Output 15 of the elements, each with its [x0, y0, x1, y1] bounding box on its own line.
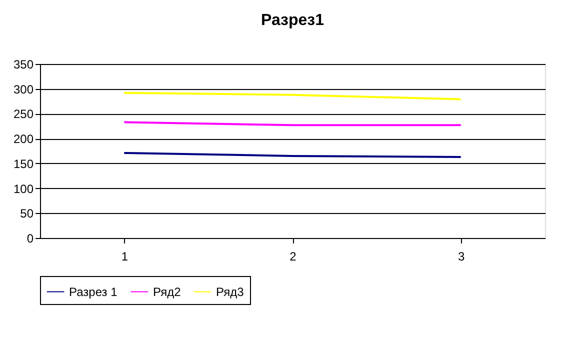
- y-tick-label: 200: [13, 132, 34, 146]
- y-tick-label: 0: [26, 232, 34, 246]
- x-tick-label: 1: [121, 250, 128, 264]
- y-tick-label: 50: [20, 206, 34, 221]
- y-tick-label: 150: [13, 156, 34, 171]
- y-tick-label: 300: [13, 82, 34, 96]
- x-tick-label: 3: [458, 250, 465, 264]
- legend-label: Ряд3: [216, 284, 244, 299]
- y-tick-label: 250: [13, 107, 34, 122]
- chart-title: Разрез1: [260, 12, 324, 29]
- x-tick-label: 2: [290, 250, 297, 264]
- legend-label: Разрез 1: [69, 284, 118, 299]
- legend-label: Ряд2: [153, 284, 182, 299]
- y-tick-label: 100: [13, 182, 34, 196]
- y-tick-label: 350: [13, 58, 34, 72]
